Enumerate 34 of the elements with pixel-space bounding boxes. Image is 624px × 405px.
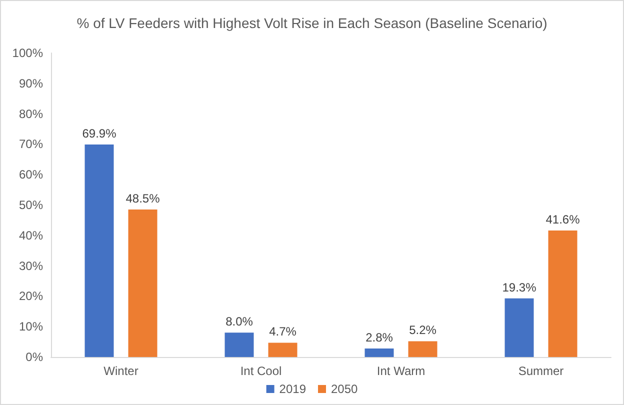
data-label: 69.9% [82, 126, 117, 141]
y-tick-label: 20% [18, 289, 44, 304]
x-tick-label: Int Warm [376, 364, 426, 378]
bar [548, 230, 578, 357]
legend-label: 2019 [279, 382, 306, 396]
y-tick-label: 80% [18, 106, 44, 121]
bar [408, 341, 438, 357]
bar [224, 332, 254, 357]
y-tick-label: 10% [18, 320, 44, 334]
x-tick-label: Int Cool [240, 364, 282, 378]
y-tick-label: 60% [18, 168, 44, 182]
bar [364, 348, 394, 357]
data-label: 4.7% [269, 324, 297, 339]
x-tick-label: Winter [104, 364, 138, 378]
bar [268, 342, 298, 357]
bar [84, 144, 114, 357]
bar [504, 298, 534, 357]
data-label: 8.0% [226, 314, 254, 329]
y-tick-label: 0% [26, 350, 44, 364]
y-tick-label: 50% [18, 198, 44, 212]
y-tick-label: 90% [18, 76, 44, 90]
legend-label: 2050 [331, 382, 358, 396]
data-label: 48.5% [126, 192, 160, 206]
y-tick-label: 40% [18, 228, 44, 242]
chart-title: % of LV Feeders with Highest Volt Rise in Each Season (Baseline Scenario) [76, 15, 548, 31]
y-tick-label: 100% [12, 46, 44, 60]
y-tick-label: 30% [18, 258, 44, 273]
x-tick-label: Summer [518, 364, 564, 378]
bar [128, 210, 158, 357]
data-label: 19.3% [502, 280, 537, 294]
data-label: 41.6% [546, 212, 580, 227]
data-label: 5.2% [409, 323, 437, 338]
data-label: 2.8% [366, 330, 394, 344]
y-tick-label: 70% [18, 137, 44, 152]
